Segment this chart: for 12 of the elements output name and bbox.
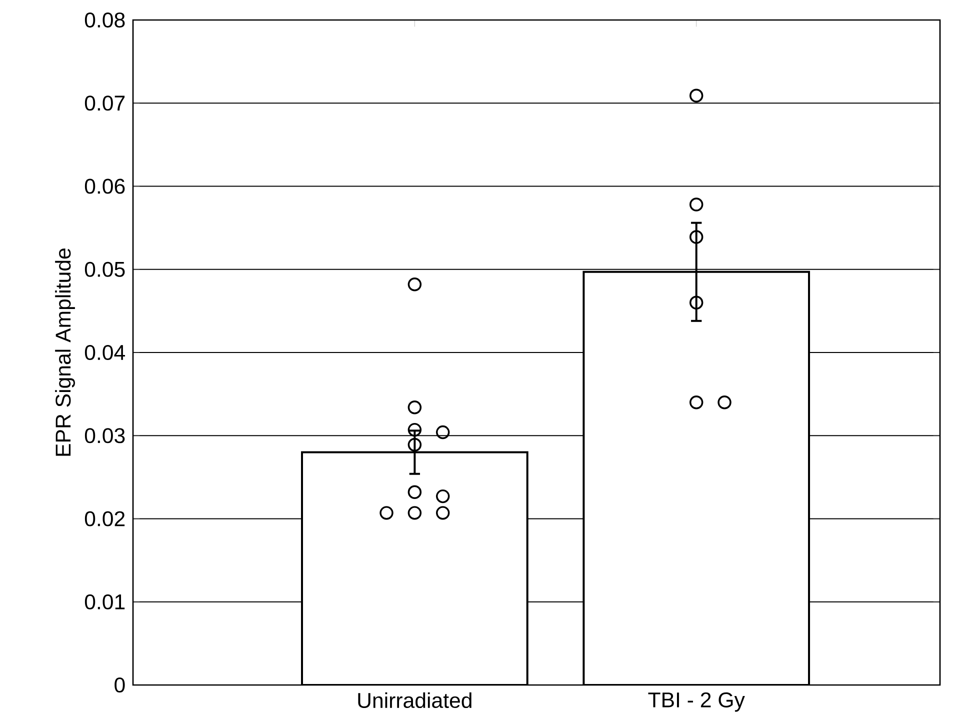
- y-tick-label: 0: [114, 677, 125, 693]
- y-tick-label: 0.08: [84, 12, 125, 28]
- y-tick-label: 0.02: [84, 511, 125, 526]
- y-tick-label: 0.05: [84, 262, 125, 277]
- y-tick-label: 0.04: [84, 344, 125, 360]
- y-tick-label: 0.06: [84, 178, 125, 194]
- y-tick-label: 0.07: [84, 96, 125, 111]
- x-tick-label: TBI - 2 Gy: [648, 692, 745, 712]
- y-tick-label: 0.03: [84, 428, 125, 444]
- y-tick-label: 0.01: [84, 594, 125, 610]
- y-axis-title: EPR Signal Amplitude: [55, 248, 75, 456]
- x-tick-label: Unirradiated: [358, 692, 472, 708]
